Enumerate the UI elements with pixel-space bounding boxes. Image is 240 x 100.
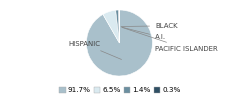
Wedge shape (119, 10, 120, 43)
Text: BLACK: BLACK (121, 23, 178, 29)
Text: HISPANIC: HISPANIC (68, 41, 121, 60)
Text: A.I.: A.I. (122, 27, 166, 40)
Wedge shape (103, 10, 120, 43)
Text: PACIFIC ISLANDER: PACIFIC ISLANDER (122, 27, 218, 52)
Wedge shape (86, 10, 152, 76)
Wedge shape (116, 10, 120, 43)
Legend: 91.7%, 6.5%, 1.4%, 0.3%: 91.7%, 6.5%, 1.4%, 0.3% (56, 84, 184, 96)
